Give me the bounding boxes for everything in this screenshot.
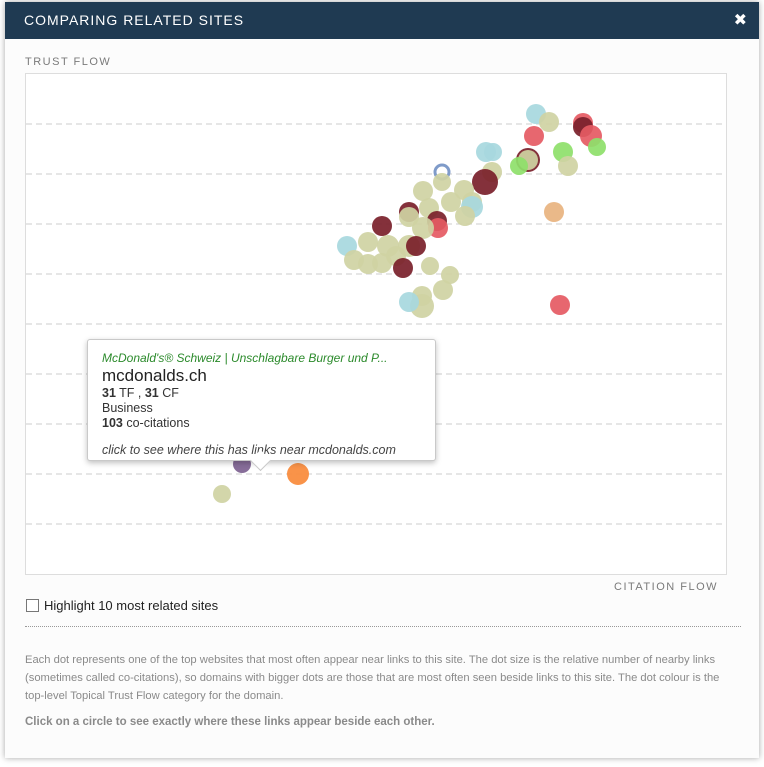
- site-tooltip[interactable]: McDonald's® Schweiz | Unschlagbare Burge…: [87, 339, 436, 472]
- site-dot[interactable]: [472, 169, 498, 195]
- modal-title: COMPARING RELATED SITES: [24, 12, 245, 28]
- site-dot[interactable]: [484, 143, 502, 161]
- description-text: Each dot represents one of the top websi…: [25, 654, 720, 702]
- tooltip-cf-label: CF: [162, 386, 179, 400]
- site-dot[interactable]: [428, 218, 448, 238]
- site-dot[interactable]: [588, 138, 606, 156]
- tooltip-category: Business: [102, 401, 153, 415]
- close-icon[interactable]: ✖: [733, 12, 747, 29]
- site-dot[interactable]: [441, 192, 461, 212]
- highlight-checkbox[interactable]: [26, 599, 39, 612]
- tooltip-hint[interactable]: click to see where this has links near m…: [102, 443, 396, 457]
- site-dot[interactable]: [455, 206, 475, 226]
- site-dot[interactable]: [433, 280, 453, 300]
- site-dot[interactable]: [510, 157, 528, 175]
- y-axis-label: TRUST FLOW: [25, 56, 112, 68]
- site-dot[interactable]: [358, 232, 378, 252]
- site-dot[interactable]: [413, 181, 433, 201]
- site-dot[interactable]: [393, 258, 413, 278]
- site-dot[interactable]: [412, 217, 434, 239]
- site-dot[interactable]: [406, 236, 426, 256]
- tooltip-tf-label: TF ,: [119, 386, 142, 400]
- site-dot[interactable]: [544, 202, 564, 222]
- site-dot[interactable]: [399, 292, 419, 312]
- site-dot[interactable]: [358, 254, 378, 274]
- site-dot[interactable]: [372, 216, 392, 236]
- related-sites-modal: COMPARING RELATED SITES ✖ TRUST FLOW McD…: [5, 2, 759, 758]
- site-dot[interactable]: [550, 295, 570, 315]
- site-dot[interactable]: [213, 485, 231, 503]
- site-dot[interactable]: [287, 463, 309, 485]
- click-instruction: Click on a circle to see exactly where t…: [25, 716, 435, 728]
- tooltip-cocitations-value: 103: [102, 416, 123, 430]
- modal-header: COMPARING RELATED SITES ✖: [5, 2, 759, 39]
- site-dot[interactable]: [539, 112, 559, 132]
- x-axis-label: CITATION FLOW: [614, 581, 719, 593]
- scatter-chart: McDonald's® Schweiz | Unschlagbare Burge…: [25, 73, 727, 575]
- tooltip-flow-metrics: 31 TF , 31 CF: [102, 386, 421, 401]
- highlight-row[interactable]: Highlight 10 most related sites: [25, 598, 218, 613]
- tooltip-site-title: McDonald's® Schweiz | Unschlagbare Burge…: [102, 351, 388, 365]
- tooltip-cocitations: 103 co-citations: [102, 416, 421, 431]
- site-dot[interactable]: [524, 126, 544, 146]
- tooltip-domain: mcdonalds.ch: [102, 366, 207, 385]
- site-dot[interactable]: [421, 257, 439, 275]
- tooltip-tf-value: 31: [102, 386, 116, 400]
- divider: [25, 626, 741, 627]
- highlight-label[interactable]: Highlight 10 most related sites: [44, 598, 219, 613]
- site-dot[interactable]: [558, 156, 578, 176]
- tooltip-cocitations-label: co-citations: [126, 416, 190, 430]
- site-dot[interactable]: [433, 173, 451, 191]
- site-dot[interactable]: [441, 266, 459, 284]
- tooltip-cf-value: 31: [144, 386, 159, 400]
- scatter-chart-svg: [26, 104, 726, 525]
